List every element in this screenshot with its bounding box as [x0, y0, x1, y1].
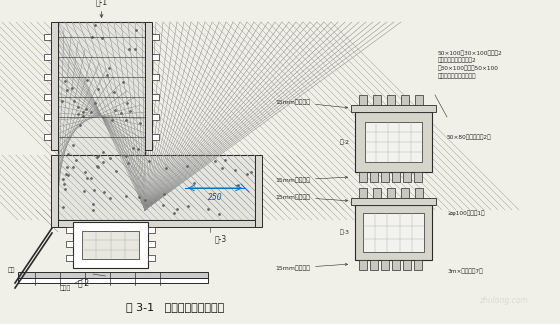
Bar	[403, 260, 411, 270]
Bar	[359, 260, 367, 270]
Bar	[58, 155, 255, 220]
Text: ≥φ100方口管1批: ≥φ100方口管1批	[447, 210, 484, 215]
Bar	[414, 260, 422, 270]
Bar	[359, 95, 367, 105]
Bar	[351, 105, 436, 112]
Bar	[414, 172, 422, 182]
Text: 模-1: 模-1	[95, 0, 108, 17]
Bar	[18, 278, 208, 283]
Bar	[148, 241, 155, 247]
Text: 3m×文木龙骨7根: 3m×文木龙骨7根	[447, 268, 483, 273]
Bar	[401, 188, 409, 198]
Bar	[415, 188, 423, 198]
Bar	[370, 172, 378, 182]
Bar	[148, 255, 155, 261]
Bar	[152, 134, 159, 140]
Bar	[148, 227, 155, 233]
Bar	[44, 54, 51, 60]
Bar	[51, 155, 58, 227]
Bar	[370, 260, 378, 270]
Bar	[351, 198, 436, 205]
Bar	[355, 112, 432, 172]
Text: 纵-2: 纵-2	[340, 139, 350, 145]
Text: 模-3: 模-3	[215, 234, 227, 243]
Text: 纵-3: 纵-3	[340, 230, 350, 235]
Bar	[152, 114, 159, 120]
Text: 钢管: 钢管	[8, 267, 16, 273]
Bar	[359, 172, 367, 182]
Bar	[381, 260, 389, 270]
Bar	[392, 172, 400, 182]
Bar	[373, 95, 381, 105]
Bar	[82, 231, 139, 259]
Bar	[387, 188, 395, 198]
Text: 50×100、30×100木方各2
根，盖胶，钉牢，其中2
根30×100木方衬50×100
木方刨成（须室面刨光）: 50×100、30×100木方各2 根，盖胶，钉牢，其中2 根30×100木方衬…	[438, 50, 503, 79]
Bar	[51, 22, 58, 150]
Bar	[392, 260, 400, 270]
Bar	[145, 22, 152, 150]
Text: 碗扣架: 碗扣架	[60, 285, 71, 291]
Bar	[66, 241, 73, 247]
Bar	[415, 95, 423, 105]
Bar	[355, 205, 432, 260]
Bar	[365, 122, 422, 162]
Text: 15mm厚多层板: 15mm厚多层板	[275, 99, 348, 109]
Bar	[401, 95, 409, 105]
Bar	[373, 188, 381, 198]
Text: 50×80木龙骨，见2楼: 50×80木龙骨，见2楼	[447, 134, 492, 140]
Bar	[66, 227, 73, 233]
Bar	[44, 114, 51, 120]
Text: zhulong.com: zhulong.com	[479, 296, 528, 305]
Bar	[363, 213, 424, 252]
Bar	[152, 54, 159, 60]
Bar	[58, 22, 145, 210]
Bar	[152, 74, 159, 80]
Bar	[387, 95, 395, 105]
Bar	[73, 222, 148, 268]
Text: 模-2: 模-2	[78, 278, 90, 287]
Bar	[381, 172, 389, 182]
Text: 15mm厚多层板: 15mm厚多层板	[275, 194, 348, 202]
Bar	[255, 155, 262, 227]
Bar	[403, 172, 411, 182]
Text: 15mm厚多层板: 15mm厚多层板	[275, 263, 348, 271]
Bar	[44, 74, 51, 80]
Bar	[44, 34, 51, 40]
Bar	[44, 94, 51, 100]
Bar	[58, 220, 255, 227]
Bar	[152, 94, 159, 100]
Bar	[66, 255, 73, 261]
Text: 250: 250	[208, 193, 222, 202]
Bar	[359, 188, 367, 198]
Bar	[152, 34, 159, 40]
Text: 图 3-1   外框架梁模板配置图: 图 3-1 外框架梁模板配置图	[126, 302, 224, 312]
Bar	[44, 134, 51, 140]
Text: 15mm厚多层板: 15mm厚多层板	[275, 176, 348, 183]
Bar	[18, 272, 208, 278]
